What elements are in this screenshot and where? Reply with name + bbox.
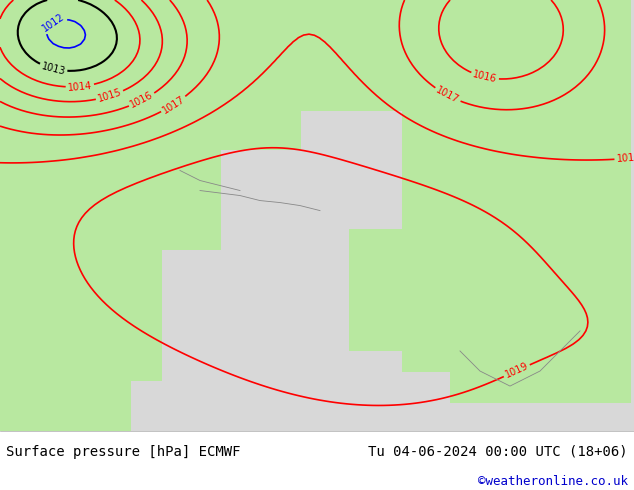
Text: Tu 04-06-2024 00:00 UTC (18+06): Tu 04-06-2024 00:00 UTC (18+06) (368, 445, 628, 459)
Text: 1013: 1013 (40, 61, 67, 76)
Text: Surface pressure [hPa] ECMWF: Surface pressure [hPa] ECMWF (6, 445, 241, 459)
Text: 1018: 1018 (616, 152, 634, 164)
Text: 1014: 1014 (67, 80, 93, 93)
Text: ©weatheronline.co.uk: ©weatheronline.co.uk (477, 475, 628, 488)
Text: 1017: 1017 (160, 94, 186, 115)
Text: 1019: 1019 (503, 361, 530, 380)
Text: 1016: 1016 (129, 90, 155, 110)
Text: 1015: 1015 (96, 87, 123, 104)
Text: 1012: 1012 (41, 11, 67, 33)
Text: 1016: 1016 (472, 70, 498, 85)
Text: 1017: 1017 (434, 85, 461, 105)
